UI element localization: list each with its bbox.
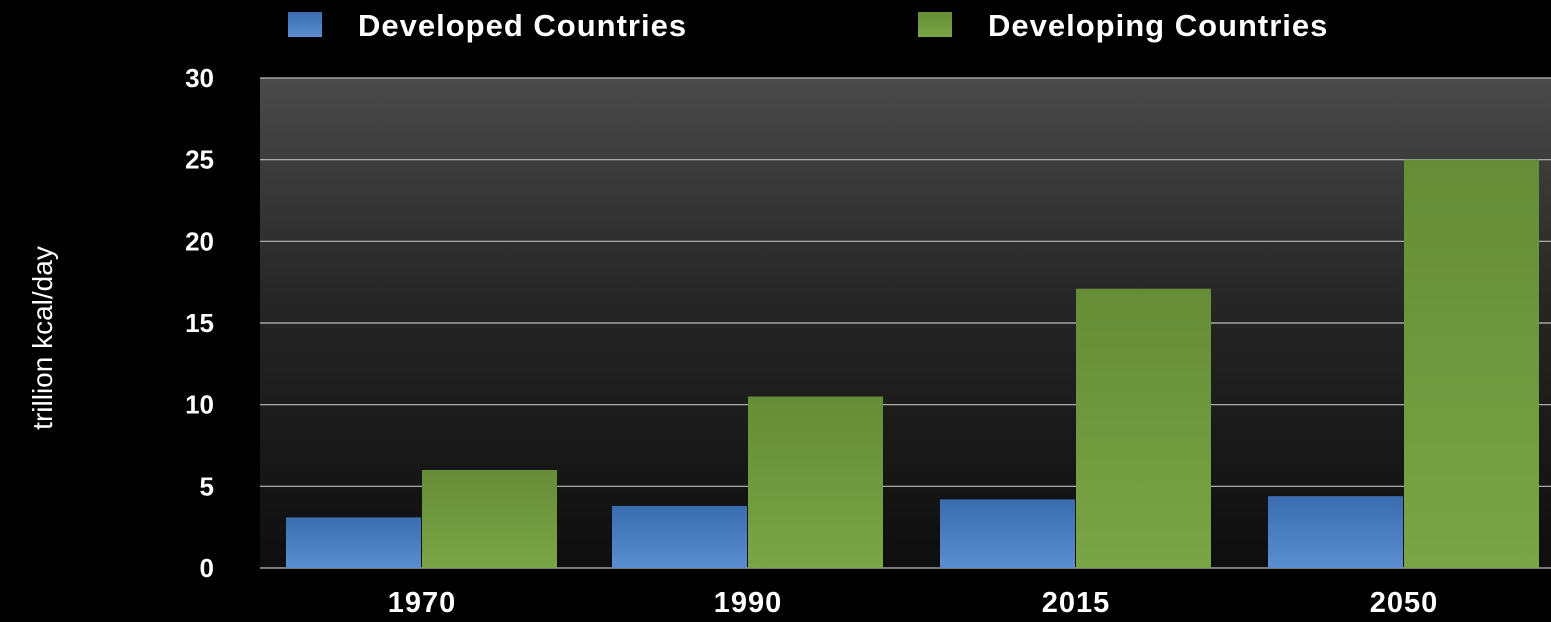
x-category-label: 1990 [714,587,783,619]
legend-swatch-developed [288,12,322,37]
y-tick-label: 30 [185,63,214,93]
x-category-label: 2050 [1370,587,1439,619]
bar-developing-2050 [1404,159,1539,568]
bar-developing-1990 [748,396,883,568]
bar-developing-2015 [1076,288,1211,568]
legend-label-developed: Developed Countries [358,8,687,43]
legend-swatch-developing [918,12,952,37]
legend-label-developing: Developing Countries [988,8,1328,43]
y-tick-label: 0 [200,553,214,583]
bar-developed-2015 [940,499,1075,568]
bars [286,159,1539,568]
bar-developing-1970 [422,470,557,568]
x-category-label: 2015 [1042,587,1111,619]
y-axis-ticks: 0 5 10 15 20 25 30 [185,63,214,583]
x-category-label: 1970 [388,587,457,619]
x-axis-categories: 1970 1990 2015 2050 [388,587,1439,619]
y-tick-label: 10 [185,390,214,420]
bar-developed-1970 [286,517,421,568]
y-tick-label: 25 [185,145,214,175]
bar-developed-2050 [1268,496,1403,568]
bar-developed-1990 [612,505,747,568]
y-axis-label: trillion kcal/day [27,246,58,430]
y-tick-label: 5 [200,471,214,501]
y-tick-label: 15 [185,308,214,338]
legend: Developed Countries Developing Countries [288,8,1328,43]
y-tick-label: 20 [185,226,214,256]
